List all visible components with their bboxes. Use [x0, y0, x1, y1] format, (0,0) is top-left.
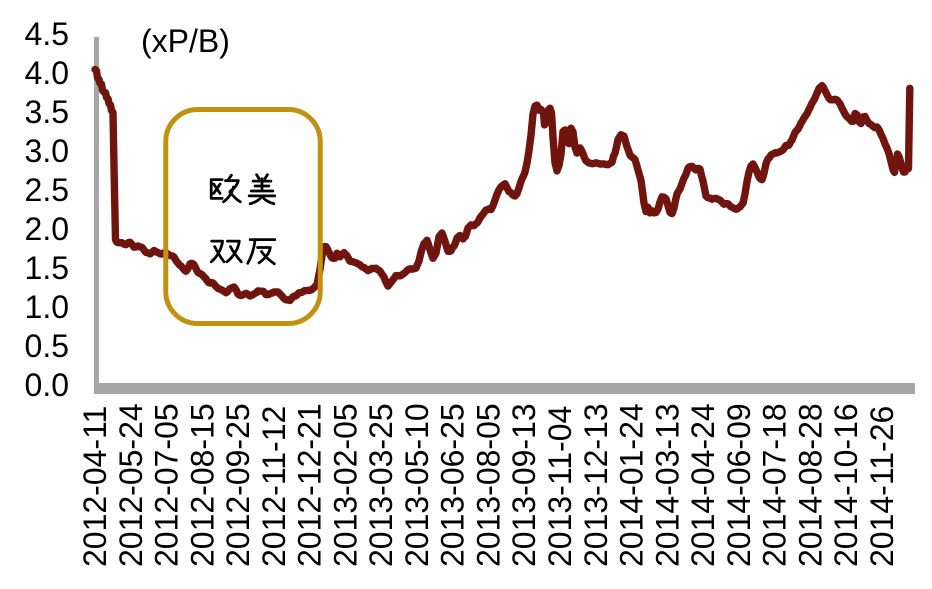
svg-text:2012-05-24: 2012-05-24	[113, 403, 149, 567]
svg-text:4.5: 4.5	[25, 16, 69, 52]
svg-text:2014-11-26: 2014-11-26	[864, 406, 900, 567]
svg-text:2012-12-21: 2012-12-21	[292, 403, 328, 567]
svg-text:(xP/B): (xP/B)	[141, 23, 230, 59]
svg-text:2014-06-09: 2014-06-09	[721, 403, 757, 567]
svg-text:2.0: 2.0	[25, 211, 69, 247]
svg-text:2013-06-25: 2013-06-25	[435, 403, 471, 567]
svg-text:2013-11-04: 2013-11-04	[542, 406, 578, 567]
svg-text:2012-09-25: 2012-09-25	[220, 403, 256, 567]
svg-text:2014-10-16: 2014-10-16	[828, 403, 864, 567]
svg-text:2012-11-12: 2012-11-12	[256, 406, 292, 567]
svg-text:2014-08-28: 2014-08-28	[792, 403, 828, 567]
svg-text:2014-03-13: 2014-03-13	[649, 403, 685, 567]
svg-text:1.5: 1.5	[25, 250, 69, 286]
svg-text:2012-08-15: 2012-08-15	[184, 403, 220, 567]
svg-text:2013-09-13: 2013-09-13	[506, 403, 542, 567]
svg-text:3.5: 3.5	[25, 94, 69, 130]
svg-text:2013-02-05: 2013-02-05	[327, 403, 363, 567]
svg-text:2012-04-11: 2012-04-11	[77, 406, 113, 567]
svg-text:2013-05-10: 2013-05-10	[399, 403, 435, 567]
svg-text:2013-03-25: 2013-03-25	[363, 403, 399, 567]
svg-text:3.0: 3.0	[25, 133, 69, 169]
svg-text:2.5: 2.5	[25, 172, 69, 208]
svg-text:4.0: 4.0	[25, 55, 69, 91]
svg-text:2012-07-05: 2012-07-05	[149, 403, 185, 567]
svg-text:0.5: 0.5	[25, 328, 69, 364]
svg-text:0.0: 0.0	[25, 367, 69, 403]
svg-text:2014-07-18: 2014-07-18	[757, 403, 793, 567]
svg-text:1.0: 1.0	[25, 289, 69, 325]
svg-text:2014-04-24: 2014-04-24	[685, 403, 721, 567]
svg-text:2013-08-05: 2013-08-05	[471, 403, 507, 567]
svg-text:2013-12-13: 2013-12-13	[578, 403, 614, 567]
svg-text:2014-01-24: 2014-01-24	[614, 403, 650, 567]
